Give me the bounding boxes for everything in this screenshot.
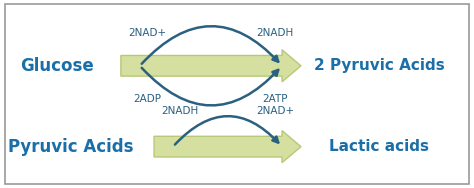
Text: 2NAD+: 2NAD+ (256, 106, 294, 116)
Text: 2NADH: 2NADH (162, 106, 199, 116)
Text: Glucose: Glucose (20, 57, 94, 75)
FancyArrow shape (154, 131, 301, 163)
Text: 2 Pyruvic Acids: 2 Pyruvic Acids (314, 58, 445, 73)
Text: 2NAD+: 2NAD+ (128, 28, 166, 38)
Text: Lactic acids: Lactic acids (329, 139, 429, 154)
Text: 2NADH: 2NADH (256, 28, 293, 38)
Text: Pyruvic Acids: Pyruvic Acids (9, 138, 134, 156)
FancyArrow shape (121, 50, 301, 82)
Text: 2ATP: 2ATP (262, 94, 288, 104)
Text: 2ADP: 2ADP (133, 94, 161, 104)
